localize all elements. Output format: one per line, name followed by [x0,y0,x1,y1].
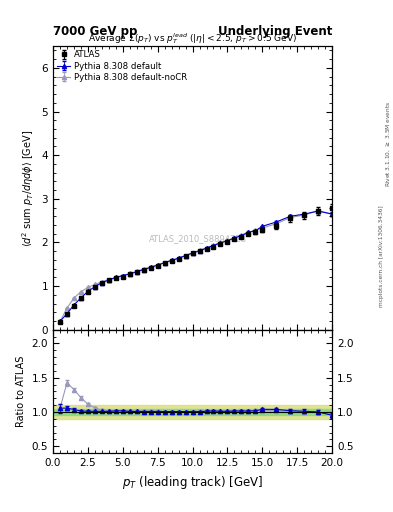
X-axis label: $p_T$ (leading track) [GeV]: $p_T$ (leading track) [GeV] [122,474,263,490]
Text: Rivet 3.1.10, $\geq$ 3.5M events: Rivet 3.1.10, $\geq$ 3.5M events [384,100,392,186]
Text: 7000 GeV pp: 7000 GeV pp [53,26,138,38]
Y-axis label: $\langle d^2$ sum $p_T/d\eta d\phi\rangle$ [GeV]: $\langle d^2$ sum $p_T/d\eta d\phi\rangl… [20,130,36,247]
Bar [53,409,332,415]
Bar [53,405,332,419]
Text: Underlying Event: Underlying Event [218,26,332,38]
Text: ATLAS_2010_S8894728: ATLAS_2010_S8894728 [149,234,247,244]
Text: mcplots.cern.ch [arXiv:1306.3436]: mcplots.cern.ch [arXiv:1306.3436] [379,205,384,307]
Title: Average $\Sigma(p_T)$ vs $p_T^{lead}$ ($|\eta| < 2.5$, $p_T > 0.5$ GeV): Average $\Sigma(p_T)$ vs $p_T^{lead}$ ($… [88,31,297,46]
Legend: ATLAS, Pythia 8.308 default, Pythia 8.308 default-noCR: ATLAS, Pythia 8.308 default, Pythia 8.30… [56,49,189,83]
Y-axis label: Ratio to ATLAS: Ratio to ATLAS [16,356,26,427]
